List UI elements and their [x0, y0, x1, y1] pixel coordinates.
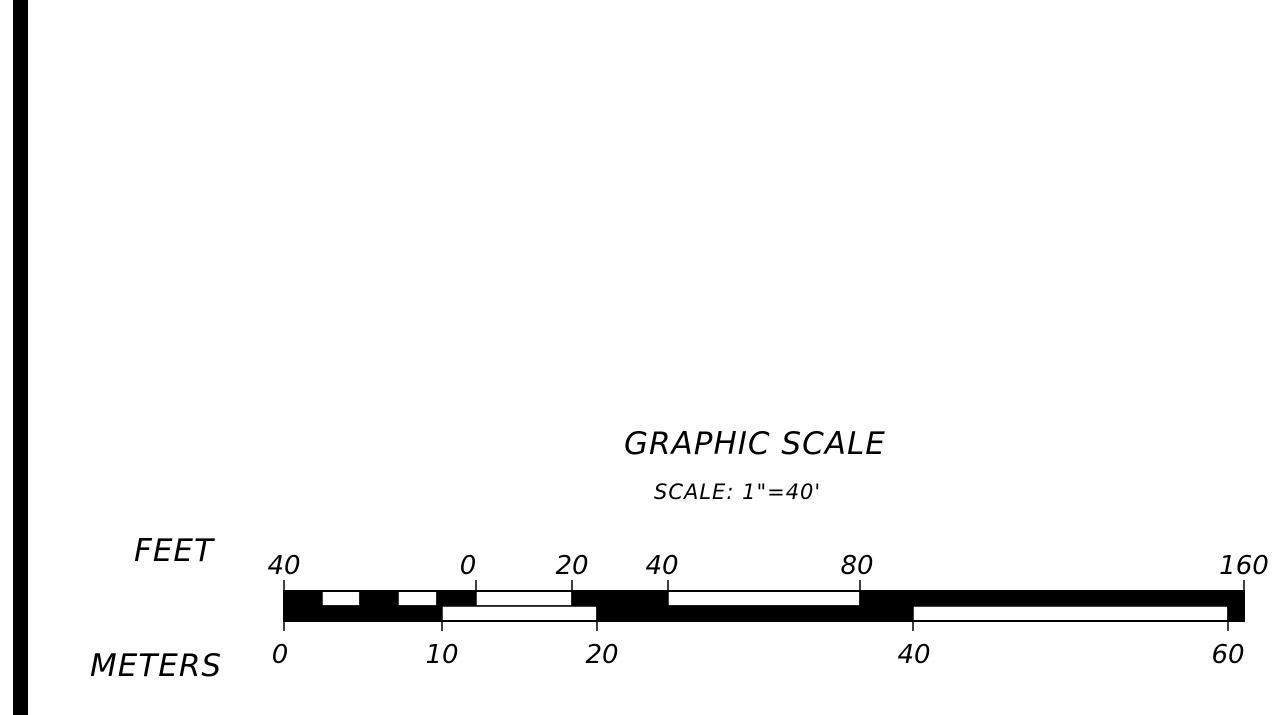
feet-segment-8 — [859, 590, 1245, 607]
meter-segment-1 — [441, 605, 598, 622]
scale-ratio: SCALE: 1"=40' — [654, 480, 822, 504]
feet-segment-3 — [397, 590, 438, 607]
feet-tick-label-2: 20 — [555, 551, 588, 581]
feet-tick-label-4: 80 — [840, 551, 873, 581]
drawing-border — [13, 0, 28, 715]
meter-tick-label-4: 60 — [1211, 640, 1244, 670]
meter-tick-label-3: 40 — [897, 640, 930, 670]
feet-segment-0 — [283, 590, 323, 607]
feet-label: FEET — [134, 533, 214, 569]
feet-segment-2 — [359, 590, 399, 607]
feet-segment-5 — [475, 590, 573, 607]
scale-title: GRAPHIC SCALE — [624, 426, 886, 462]
meter-segment-3 — [912, 605, 1229, 622]
meter-segment-0 — [283, 605, 443, 622]
feet-tick-label-1: 0 — [460, 551, 477, 581]
feet-segment-4 — [436, 590, 477, 607]
feet-segment-1 — [321, 590, 361, 607]
meter-segment-4 — [1227, 605, 1245, 622]
feet-tick-label-5: 160 — [1219, 551, 1269, 581]
feet-segment-7 — [667, 590, 861, 607]
feet-segment-6 — [571, 590, 669, 607]
feet-tick-label-3: 40 — [645, 551, 678, 581]
scale-outline — [283, 590, 1245, 622]
meter-tick-label-0: 0 — [272, 640, 289, 670]
meter-segment-2 — [596, 605, 914, 622]
feet-tick-label-0: 40 — [267, 551, 300, 581]
meter-tick-label-2: 20 — [585, 640, 618, 670]
meters-label: METERS — [90, 648, 223, 684]
meter-tick-label-1: 10 — [425, 640, 458, 670]
